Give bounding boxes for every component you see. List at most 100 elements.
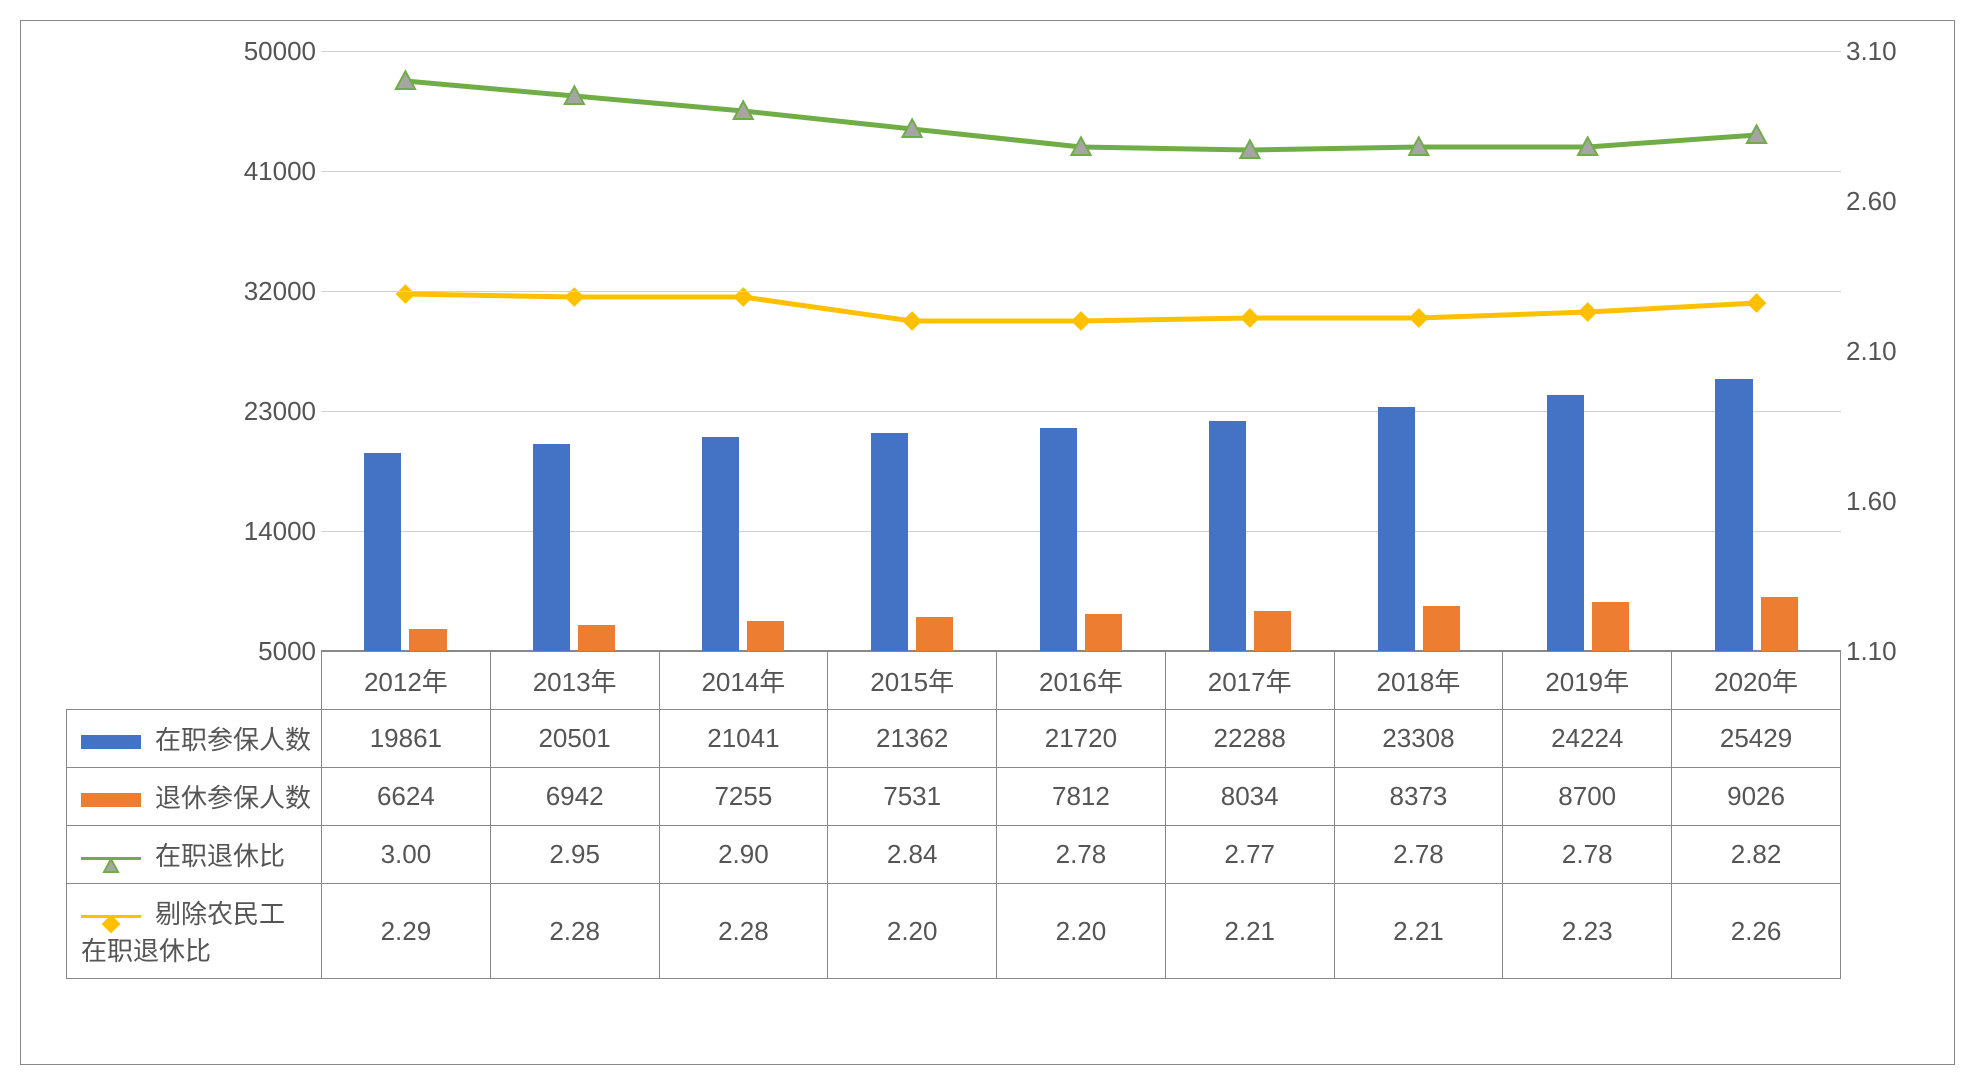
category-header: 2013年: [490, 652, 659, 710]
data-table: 2012年2013年2014年2015年2016年2017年2018年2019年…: [66, 651, 1841, 979]
bar-series1: [364, 453, 401, 651]
line-marker: [904, 313, 921, 330]
bar-series2: [1423, 606, 1460, 651]
table-header-row: 2012年2013年2014年2015年2016年2017年2018年2019年…: [67, 652, 1841, 710]
data-cell: 8373: [1334, 768, 1503, 826]
legend-cell-bar1: 在职参保人数: [67, 710, 322, 768]
data-cell: 2.21: [1334, 884, 1503, 979]
category-header: 2014年: [659, 652, 828, 710]
data-cell: 22288: [1165, 710, 1334, 768]
legend-label: 退休参保人数: [155, 783, 311, 813]
data-cell: 2.26: [1672, 884, 1841, 979]
bar-series2: [1592, 602, 1629, 651]
data-cell: 2.82: [1672, 826, 1841, 884]
legend-swatch-line: [81, 848, 141, 868]
bar-series2: [1085, 614, 1122, 651]
data-cell: 21041: [659, 710, 828, 768]
gridline: [321, 291, 1841, 292]
data-cell: 21362: [828, 710, 997, 768]
line-marker: [397, 286, 414, 303]
bar-series2: [1254, 611, 1291, 651]
data-cell: 2.78: [1334, 826, 1503, 884]
bar-series2: [578, 625, 615, 651]
legend-swatch-bar: [81, 735, 141, 749]
category-header: 2017年: [1165, 652, 1334, 710]
category-header: 2015年: [828, 652, 997, 710]
data-cell: 9026: [1672, 768, 1841, 826]
data-cell: 21720: [997, 710, 1166, 768]
data-cell: 2.28: [659, 884, 828, 979]
data-cell: 2.29: [321, 884, 490, 979]
data-cell: 2.77: [1165, 826, 1334, 884]
data-cell: 3.00: [321, 826, 490, 884]
table-row: 在职参保人数 1986120501210412136221720222882330…: [67, 710, 1841, 768]
y-left-tick: 14000: [221, 516, 316, 547]
y-right-tick: 3.10: [1846, 36, 1926, 67]
bar-series1: [1547, 395, 1584, 651]
y-left-tick: 41000: [221, 156, 316, 187]
data-cell: 19861: [321, 710, 490, 768]
data-cell: 20501: [490, 710, 659, 768]
data-cell: 25429: [1672, 710, 1841, 768]
y-right-tick: 2.10: [1846, 336, 1926, 367]
bar-series1: [1040, 428, 1077, 651]
legend-label: 在职退休比: [155, 841, 285, 871]
line-marker: [1410, 310, 1427, 327]
table-row: 剔除农民工在职退休比2.292.282.282.202.202.212.212.…: [67, 884, 1841, 979]
legend-swatch-line: [81, 906, 141, 926]
category-header: 2018年: [1334, 652, 1503, 710]
data-cell: 8700: [1503, 768, 1672, 826]
data-cell: 2.20: [828, 884, 997, 979]
legend-label: 在职参保人数: [155, 725, 311, 755]
table-row: 在职退休比3.002.952.902.842.782.772.782.782.8…: [67, 826, 1841, 884]
y-axis-right: 1.101.602.102.603.10: [1846, 51, 1926, 651]
y-left-tick: 32000: [221, 276, 316, 307]
data-cell: 2.90: [659, 826, 828, 884]
y-axis-left: 50001400023000320004100050000: [221, 51, 316, 651]
data-cell: 23308: [1334, 710, 1503, 768]
legend-cell-line1: 在职退休比: [67, 826, 322, 884]
y-right-tick: 1.10: [1846, 636, 1926, 667]
data-cell: 2.95: [490, 826, 659, 884]
data-cell: 6942: [490, 768, 659, 826]
bar-series1: [533, 444, 570, 651]
data-cell: 2.20: [997, 884, 1166, 979]
legend-cell-line2: 剔除农民工在职退休比: [67, 884, 322, 979]
data-cell: 7531: [828, 768, 997, 826]
bar-series1: [702, 437, 739, 651]
bar-series2: [1761, 597, 1798, 651]
data-cell: 7255: [659, 768, 828, 826]
data-cell: 24224: [1503, 710, 1672, 768]
bar-series2: [747, 621, 784, 651]
data-cell: 2.84: [828, 826, 997, 884]
bar-series1: [871, 433, 908, 651]
data-cell: 2.21: [1165, 884, 1334, 979]
legend-header-empty: [67, 652, 322, 710]
data-cell: 8034: [1165, 768, 1334, 826]
gridline: [321, 51, 1841, 52]
bar-series2: [409, 629, 446, 651]
data-cell: 2.78: [1503, 826, 1672, 884]
table-row: 退休参保人数 6624694272557531781280348373870090…: [67, 768, 1841, 826]
y-left-tick: 50000: [221, 36, 316, 67]
y-left-tick: 23000: [221, 396, 316, 427]
category-header: 2012年: [321, 652, 490, 710]
line-marker: [1579, 304, 1596, 321]
line-marker: [1073, 313, 1090, 330]
plot-area: [321, 51, 1841, 651]
bar-series1: [1209, 421, 1246, 652]
bar-series1: [1715, 379, 1752, 651]
data-cell: 2.78: [997, 826, 1166, 884]
line-marker: [1748, 295, 1765, 312]
legend-cell-bar2: 退休参保人数: [67, 768, 322, 826]
data-cell: 2.28: [490, 884, 659, 979]
legend-swatch-bar: [81, 793, 141, 807]
bar-series2: [916, 617, 953, 651]
y-right-tick: 2.60: [1846, 186, 1926, 217]
line-marker: [1241, 310, 1258, 327]
data-cell: 6624: [321, 768, 490, 826]
data-cell: 7812: [997, 768, 1166, 826]
y-right-tick: 1.60: [1846, 486, 1926, 517]
gridline: [321, 411, 1841, 412]
data-cell: 2.23: [1503, 884, 1672, 979]
